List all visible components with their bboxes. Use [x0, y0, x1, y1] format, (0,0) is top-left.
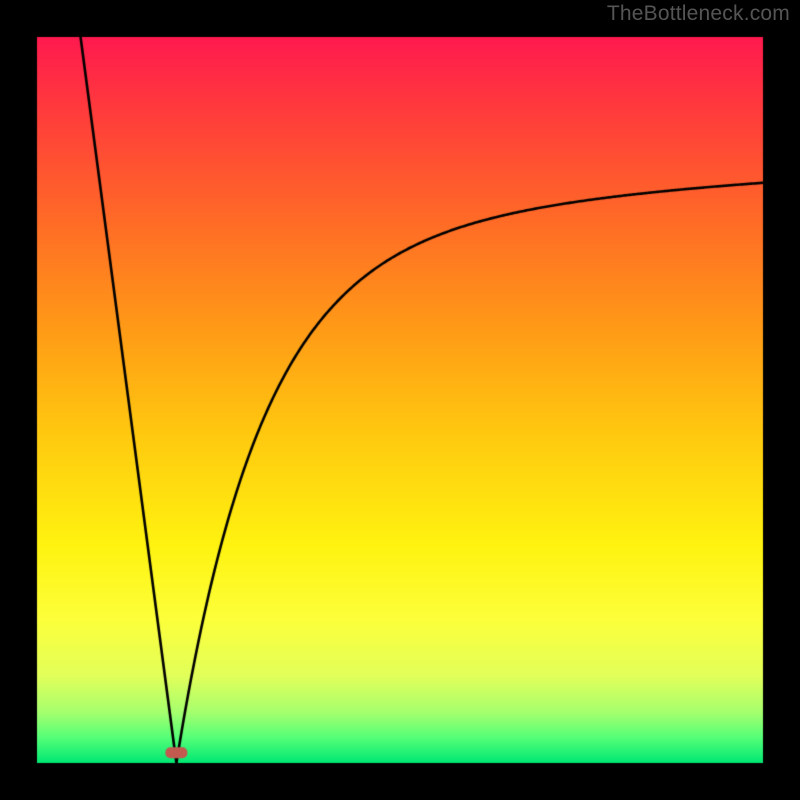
bottleneck-curve-layer — [0, 0, 800, 800]
chart-stage: TheBottleneck.com — [0, 0, 800, 800]
